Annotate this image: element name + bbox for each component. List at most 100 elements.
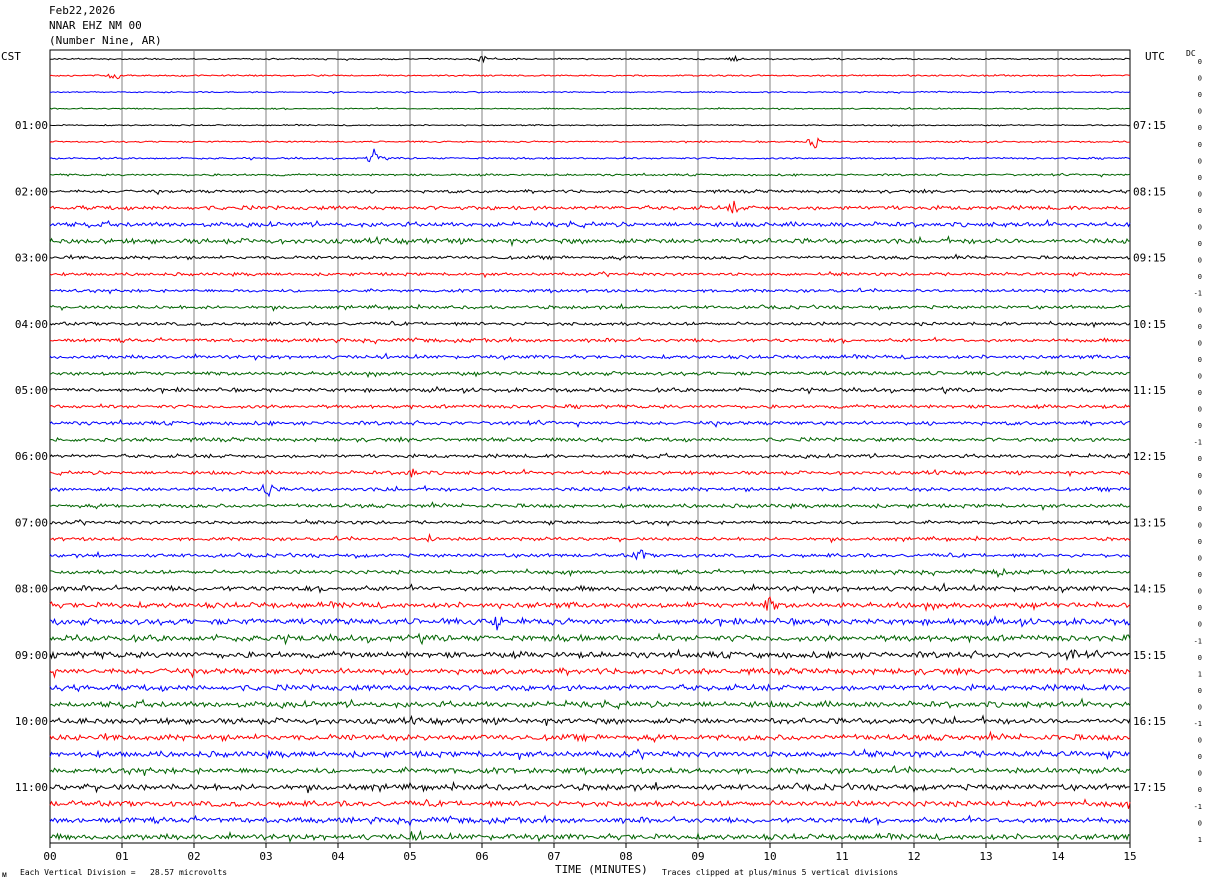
seismogram-trace-2 <box>49 73 1131 80</box>
dc-offset-value: 0 <box>1198 257 1202 265</box>
seismogram-trace-22 <box>49 403 1131 410</box>
corner-mark: ᴍ <box>2 870 7 879</box>
plot-frame <box>49 49 1131 844</box>
seismogram-trace-31 <box>49 549 1131 561</box>
seismogram-trace-27 <box>49 483 1131 498</box>
x-tick-label: 13 <box>979 850 992 863</box>
dc-offset-value: 1 <box>1198 836 1202 844</box>
right-hour-label: 07:15 <box>1133 119 1166 132</box>
station-code: NNAR EHZ NM 00 <box>49 19 142 32</box>
left-timezone-label: CST <box>1 50 21 63</box>
dc-offset-value: 0 <box>1198 406 1202 414</box>
left-hour-label: 04:00 <box>15 318 48 331</box>
x-tick-label: 05 <box>403 850 416 863</box>
dc-offset-value: 0 <box>1198 621 1202 629</box>
dc-offset-value: 0 <box>1198 306 1202 314</box>
seismogram-trace-7 <box>49 148 1131 163</box>
dc-offset-value: 0 <box>1198 389 1202 397</box>
seismogram-trace-47 <box>49 814 1131 827</box>
right-hour-label: 14:15 <box>1133 583 1166 596</box>
seismogram-trace-46 <box>49 798 1131 809</box>
plot-date: Feb22,2026 <box>49 4 116 17</box>
right-hour-label: 17:15 <box>1133 781 1166 794</box>
seismogram-trace-17 <box>49 320 1131 329</box>
left-hour-label: 11:00 <box>15 781 48 794</box>
seismogram-trace-40 <box>49 697 1131 710</box>
dc-offset-value: 0 <box>1198 538 1202 546</box>
x-tick-label: 15 <box>1123 850 1136 863</box>
dc-offset-value: 0 <box>1198 786 1202 794</box>
seismogram-trace-26 <box>49 468 1131 478</box>
x-tick-label: 12 <box>907 850 920 863</box>
right-hour-label: 15:15 <box>1133 649 1166 662</box>
right-timezone-label: UTC <box>1145 50 1165 63</box>
left-hour-label: 02:00 <box>15 185 48 198</box>
dc-offset-value: 0 <box>1198 687 1202 695</box>
seismogram-trace-19 <box>49 352 1131 361</box>
scale-note: Each Vertical Division = 28.57 microvolt… <box>20 868 228 877</box>
seismogram-trace-41 <box>49 714 1131 727</box>
station-location: (Number Nine, AR) <box>49 34 162 47</box>
clip-note: Traces clipped at plus/minus 5 vertical … <box>662 868 899 877</box>
left-hour-label: 10:00 <box>15 715 48 728</box>
seismogram-trace-32 <box>49 567 1131 579</box>
dc-offset-value: 0 <box>1198 505 1202 513</box>
left-hour-label: 09:00 <box>15 649 48 662</box>
seismogram-trace-8 <box>49 172 1131 178</box>
seismogram-trace-4 <box>49 106 1131 111</box>
seismogram-trace-48 <box>49 829 1131 843</box>
dc-offset-value: 0 <box>1198 207 1202 215</box>
seismogram-trace-20 <box>49 369 1130 379</box>
dc-offset-value: 0 <box>1198 273 1202 281</box>
dc-offset-value: -1 <box>1194 290 1202 298</box>
seismogram-trace-42 <box>49 730 1131 744</box>
x-tick-label: 11 <box>835 850 848 863</box>
seismogram-trace-14 <box>49 270 1130 279</box>
x-tick-label: 02 <box>187 850 200 863</box>
seismogram-trace-18 <box>49 336 1131 345</box>
x-tick-label: 04 <box>331 850 345 863</box>
seismogram-trace-16 <box>49 303 1131 312</box>
x-tick-label: 06 <box>475 850 488 863</box>
seismogram-trace-28 <box>49 501 1131 512</box>
seismogram-trace-45 <box>49 780 1131 794</box>
seismogram-trace-43 <box>49 748 1131 761</box>
seismogram-trace-12 <box>49 235 1131 248</box>
seismogram-trace-21 <box>49 385 1131 395</box>
dc-offset-value: 0 <box>1198 571 1202 579</box>
dc-offset-value: 0 <box>1198 588 1202 596</box>
seismogram-trace-34 <box>49 596 1131 613</box>
x-tick-label: 14 <box>1051 850 1065 863</box>
left-hour-label: 05:00 <box>15 384 48 397</box>
left-hour-label: 01:00 <box>15 119 48 132</box>
dc-offset-value: 0 <box>1198 604 1202 612</box>
left-hour-label: 07:00 <box>15 516 48 529</box>
dc-offset-value: 0 <box>1198 124 1202 132</box>
dc-offset-value: 0 <box>1198 339 1202 347</box>
right-hour-label: 11:15 <box>1133 384 1166 397</box>
seismogram-trace-9 <box>49 188 1131 196</box>
seismogram-trace-38 <box>49 667 1131 679</box>
dc-offset-value: 0 <box>1198 753 1202 761</box>
seismogram-trace-44 <box>49 765 1131 776</box>
dc-offset-value: -1 <box>1194 720 1202 728</box>
x-tick-label: 03 <box>259 850 272 863</box>
right-hour-label: 09:15 <box>1133 252 1166 265</box>
dc-offset-value: 0 <box>1198 654 1202 662</box>
seismogram-trace-1 <box>49 54 1131 64</box>
seismogram-trace-5 <box>49 123 1131 127</box>
dc-offset-value: -1 <box>1194 637 1202 645</box>
dc-offset-value: 0 <box>1198 372 1202 380</box>
seismogram-trace-10 <box>49 200 1131 214</box>
dc-offset-value: 0 <box>1198 555 1202 563</box>
dc-offset-value: 0 <box>1198 108 1202 116</box>
dc-offset-value: 0 <box>1198 521 1202 529</box>
dc-offset-value: 0 <box>1198 737 1202 745</box>
seismogram-trace-37 <box>49 648 1130 661</box>
dc-offset-value: 0 <box>1198 422 1202 430</box>
dc-offset-value: 0 <box>1198 770 1202 778</box>
seismogram-trace-11 <box>49 218 1131 229</box>
plot-grid <box>49 49 1131 848</box>
right-hour-label: 12:15 <box>1133 450 1166 463</box>
dc-offset-value: 0 <box>1198 157 1202 165</box>
